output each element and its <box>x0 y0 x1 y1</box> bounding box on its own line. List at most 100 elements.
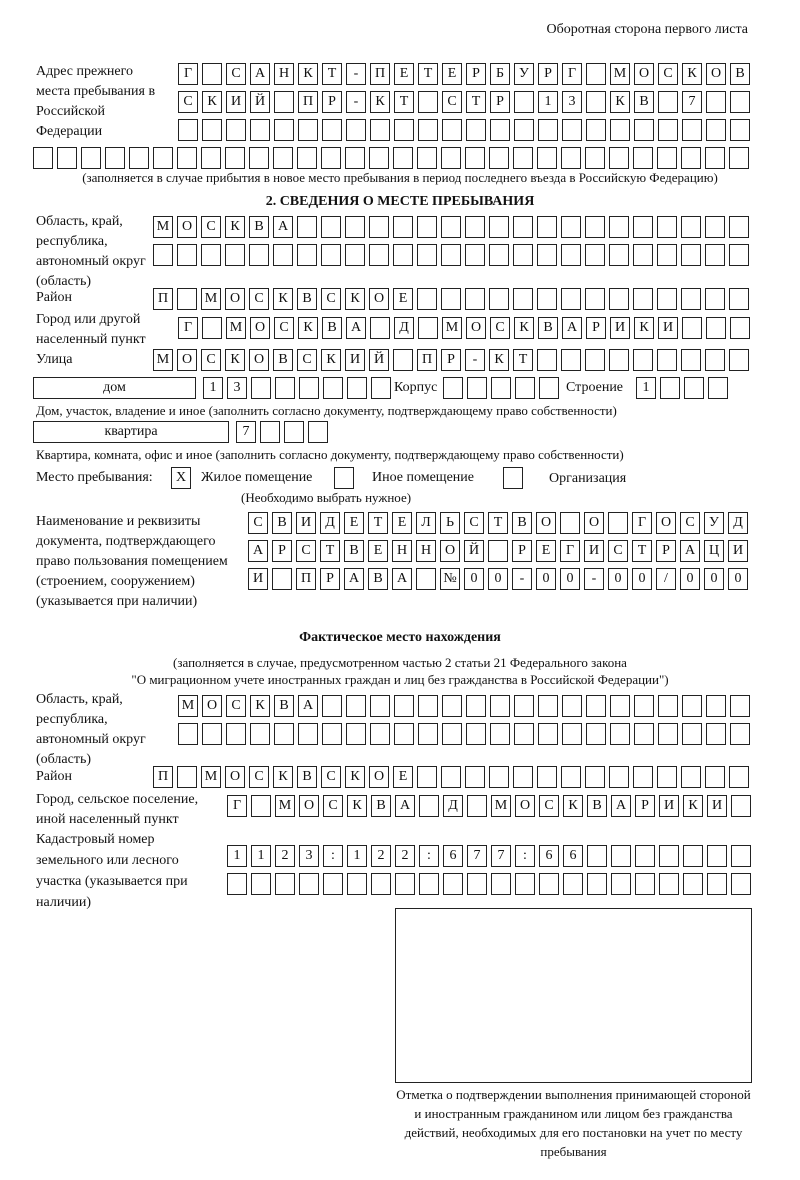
char-cell[interactable] <box>346 695 366 717</box>
char-cell[interactable]: К <box>273 288 293 310</box>
char-cell[interactable] <box>609 244 629 266</box>
char-cell[interactable]: В <box>538 317 558 339</box>
char-cell[interactable]: М <box>275 795 295 817</box>
char-cell[interactable] <box>561 349 581 371</box>
char-cell[interactable]: К <box>682 63 702 85</box>
char-cell[interactable]: О <box>369 766 389 788</box>
char-cell[interactable] <box>250 119 270 141</box>
char-cell[interactable]: - <box>512 568 532 590</box>
char-cell[interactable]: Т <box>513 349 533 371</box>
char-cell[interactable]: 0 <box>704 568 724 590</box>
char-cell[interactable] <box>227 873 247 895</box>
char-cell[interactable] <box>705 244 725 266</box>
char-cell[interactable] <box>419 795 439 817</box>
char-cell[interactable]: Й <box>464 540 484 562</box>
char-cell[interactable] <box>729 147 749 169</box>
char-cell[interactable] <box>297 147 317 169</box>
char-cell[interactable]: К <box>563 795 583 817</box>
char-cell[interactable] <box>657 147 677 169</box>
char-cell[interactable] <box>633 288 653 310</box>
char-cell[interactable] <box>585 349 605 371</box>
char-cell[interactable] <box>706 317 726 339</box>
char-cell[interactable] <box>729 216 749 238</box>
char-cell[interactable]: 0 <box>488 568 508 590</box>
char-cell[interactable]: О <box>225 766 245 788</box>
char-cell[interactable] <box>418 723 438 745</box>
char-cell[interactable]: И <box>707 795 727 817</box>
char-cell[interactable]: Ь <box>440 512 460 534</box>
char-cell[interactable] <box>609 349 629 371</box>
char-cell[interactable] <box>585 147 605 169</box>
char-cell[interactable] <box>515 377 535 399</box>
char-cell[interactable] <box>729 349 749 371</box>
char-cell[interactable] <box>346 119 366 141</box>
char-cell[interactable]: К <box>225 349 245 371</box>
char-cell[interactable]: С <box>539 795 559 817</box>
char-cell[interactable]: Р <box>441 349 461 371</box>
char-cell[interactable]: Д <box>443 795 463 817</box>
char-cell[interactable] <box>393 147 413 169</box>
char-cell[interactable] <box>416 568 436 590</box>
char-cell[interactable] <box>585 216 605 238</box>
char-cell[interactable] <box>417 244 437 266</box>
char-cell[interactable] <box>681 244 701 266</box>
char-cell[interactable]: Т <box>632 540 652 562</box>
char-cell[interactable] <box>177 288 197 310</box>
char-cell[interactable] <box>394 723 414 745</box>
char-cell[interactable] <box>705 288 725 310</box>
char-cell[interactable]: П <box>298 91 318 113</box>
char-cell[interactable] <box>514 119 534 141</box>
char-cell[interactable] <box>177 147 197 169</box>
char-cell[interactable] <box>346 723 366 745</box>
char-cell[interactable]: И <box>728 540 748 562</box>
char-cell[interactable]: С <box>296 540 316 562</box>
char-cell[interactable] <box>417 288 437 310</box>
char-cell[interactable]: Н <box>274 63 294 85</box>
char-cell[interactable] <box>683 845 703 867</box>
char-cell[interactable]: О <box>466 317 486 339</box>
char-cell[interactable] <box>561 766 581 788</box>
char-cell[interactable]: О <box>177 349 197 371</box>
char-cell[interactable]: С <box>226 63 246 85</box>
char-cell[interactable] <box>659 873 679 895</box>
char-cell[interactable] <box>706 695 726 717</box>
char-cell[interactable] <box>466 695 486 717</box>
char-cell[interactable] <box>33 147 53 169</box>
char-cell[interactable]: К <box>347 795 367 817</box>
char-cell[interactable]: 1 <box>347 845 367 867</box>
char-cell[interactable] <box>129 147 149 169</box>
char-cell[interactable]: Г <box>632 512 652 534</box>
char-cell[interactable]: М <box>178 695 198 717</box>
char-cell[interactable]: С <box>297 349 317 371</box>
char-cell[interactable]: Р <box>635 795 655 817</box>
char-cell[interactable] <box>682 317 702 339</box>
char-cell[interactable]: Е <box>393 288 413 310</box>
char-cell[interactable]: 6 <box>443 845 463 867</box>
char-cell[interactable] <box>274 91 294 113</box>
char-cell[interactable]: П <box>296 568 316 590</box>
char-cell[interactable] <box>682 119 702 141</box>
char-cell[interactable] <box>587 873 607 895</box>
char-cell[interactable] <box>633 244 653 266</box>
char-cell[interactable]: Т <box>394 91 414 113</box>
char-cell[interactable]: 1 <box>251 845 271 867</box>
char-cell[interactable] <box>394 119 414 141</box>
char-cell[interactable]: К <box>634 317 654 339</box>
char-cell[interactable]: Т <box>320 540 340 562</box>
char-cell[interactable]: 0 <box>632 568 652 590</box>
char-cell[interactable]: К <box>298 63 318 85</box>
char-cell[interactable] <box>466 119 486 141</box>
char-cell[interactable] <box>731 873 751 895</box>
char-cell[interactable]: Р <box>512 540 532 562</box>
char-cell[interactable]: А <box>346 317 366 339</box>
char-cell[interactable] <box>322 723 342 745</box>
char-cell[interactable]: С <box>323 795 343 817</box>
char-cell[interactable] <box>489 244 509 266</box>
char-cell[interactable] <box>682 723 702 745</box>
char-cell[interactable] <box>299 873 319 895</box>
char-cell[interactable] <box>705 349 725 371</box>
char-cell[interactable]: - <box>465 349 485 371</box>
char-cell[interactable] <box>369 244 389 266</box>
char-cell[interactable] <box>225 244 245 266</box>
char-cell[interactable]: - <box>346 91 366 113</box>
